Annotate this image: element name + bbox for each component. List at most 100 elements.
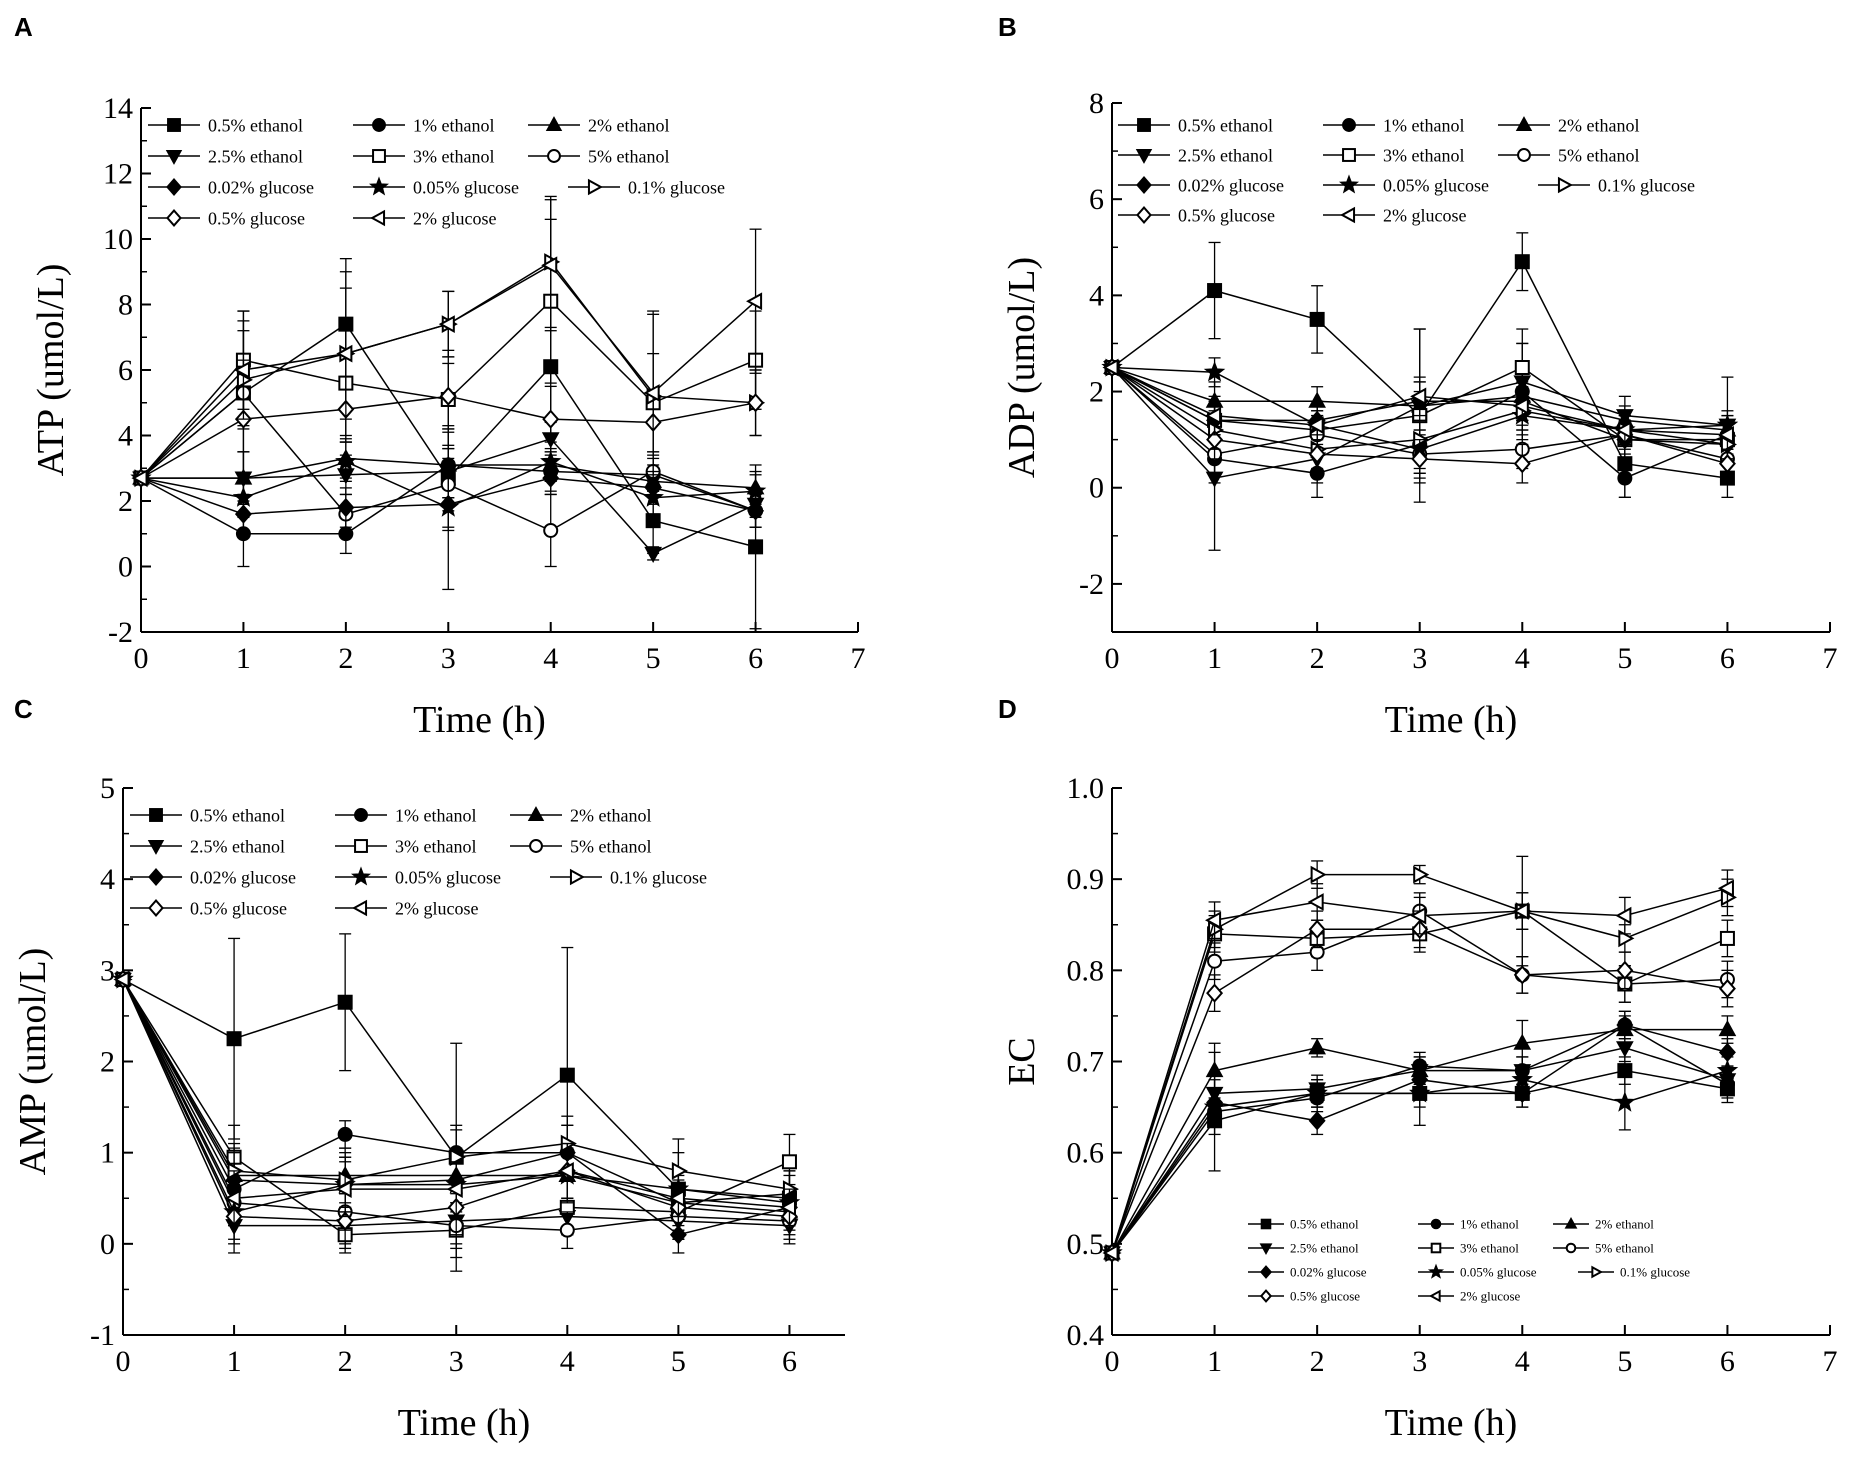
data-point — [1615, 906, 1632, 925]
legend-item: 3% ethanol — [1418, 1241, 1519, 1256]
legend-item: 1% ethanol — [1323, 115, 1464, 135]
x-tick-label: 4 — [1515, 642, 1530, 675]
data-point — [1616, 1041, 1634, 1058]
legend-marker — [1136, 176, 1152, 194]
y-tick-label: -1 — [90, 1319, 115, 1352]
x-tick-label: 5 — [1617, 642, 1632, 675]
legend-label: 0.02% glucose — [190, 867, 296, 887]
x-tick-label: 4 — [1515, 1345, 1530, 1378]
legend-marker — [527, 806, 545, 822]
data-point — [1309, 311, 1325, 327]
legend-marker — [1427, 1263, 1445, 1279]
x-tick-label: 1 — [1207, 642, 1222, 675]
legend-item: 0.5% glucose — [1118, 205, 1275, 225]
data-point — [439, 386, 457, 406]
y-axis-title: ATP (umol/L) — [30, 264, 72, 477]
legend-marker — [149, 808, 163, 822]
legend-marker — [1340, 206, 1356, 224]
y-tick-label: 4 — [100, 863, 115, 896]
data-point — [336, 344, 353, 363]
y-tick-label: 8 — [1089, 87, 1104, 120]
panel-label-c: C — [14, 694, 33, 724]
legend-marker — [547, 149, 561, 163]
legend-marker — [167, 118, 181, 132]
legend-marker — [352, 899, 368, 917]
legend-item: 0.5% ethanol — [1118, 115, 1273, 135]
x-tick-label: 0 — [116, 1345, 131, 1378]
data-point — [1513, 454, 1531, 474]
legend-label: 0.05% glucose — [1383, 175, 1489, 195]
data-point — [236, 370, 253, 389]
y-tick-label: 0.9 — [1067, 863, 1105, 896]
data-point — [779, 1198, 796, 1217]
data-point — [559, 1067, 575, 1083]
data-point — [559, 1222, 575, 1238]
legend-marker — [372, 118, 386, 132]
legend-label: 2.5% ethanol — [1290, 1241, 1359, 1256]
panel-label-d: D — [998, 694, 1017, 724]
legend-marker — [148, 868, 164, 886]
data-point — [437, 496, 459, 517]
data-point — [541, 256, 558, 275]
legend-label: 5% ethanol — [1558, 145, 1639, 165]
legend-marker — [529, 839, 543, 853]
data-point — [1307, 416, 1324, 435]
legend-item: 0.1% glucose — [1578, 1265, 1690, 1280]
legend: 0.5% ethanol 1% ethanol 2% ethanol 2.5% eth… — [130, 805, 707, 918]
x-tick-label: 6 — [1720, 1345, 1735, 1378]
x-tick-label: 2 — [1310, 642, 1325, 675]
x-tick-label: 7 — [1823, 1345, 1838, 1378]
data-point — [1102, 358, 1119, 377]
data-point — [1410, 387, 1427, 406]
legend-item: 0.1% glucose — [1538, 175, 1695, 195]
y-axis-title: EC — [1001, 1037, 1043, 1086]
legend-label: 2% ethanol — [570, 805, 651, 825]
legend-label: 3% ethanol — [1383, 145, 1464, 165]
x-tick-label: 4 — [560, 1345, 575, 1378]
data-point — [744, 479, 767, 501]
legend-label: 0.1% glucose — [610, 867, 707, 887]
legend-item: 0.5% glucose — [130, 898, 287, 918]
data-point — [224, 1189, 241, 1208]
x-tick-label: 6 — [748, 642, 763, 675]
legend-item: 0.5% glucose — [1248, 1289, 1360, 1304]
legend-marker — [1430, 1218, 1442, 1230]
legend-item: 0.05% glucose — [1418, 1263, 1537, 1280]
data-point — [540, 450, 562, 471]
data-point — [1306, 1082, 1328, 1103]
data-point — [1716, 1059, 1739, 1080]
data-point — [1511, 1068, 1533, 1089]
legend-marker — [569, 868, 585, 886]
legend-item: 0.02% glucose — [1118, 175, 1284, 195]
legend-label: 0.02% glucose — [208, 177, 314, 197]
data-point — [748, 539, 764, 555]
legend-label: 5% ethanol — [570, 836, 651, 856]
y-tick-label: 4 — [118, 420, 133, 453]
legend-marker — [1342, 118, 1356, 132]
data-point — [113, 970, 130, 989]
data-point — [1514, 360, 1530, 375]
x-tick-label: 3 — [441, 642, 456, 675]
legend-marker — [1260, 1218, 1272, 1230]
data-point — [671, 1162, 688, 1180]
data-point — [438, 315, 455, 333]
legend-item: 1% ethanol — [335, 805, 476, 825]
data-point — [1411, 449, 1429, 469]
legend-label: 0.5% glucose — [1290, 1289, 1360, 1304]
x-tick-label: 1 — [1207, 1345, 1222, 1378]
legend-marker — [1517, 148, 1531, 162]
legend-label: 0.1% glucose — [1598, 175, 1695, 195]
x-tick-label: 3 — [1412, 1345, 1427, 1378]
data-point — [542, 409, 560, 429]
data-point — [446, 1180, 463, 1198]
legend-label: 0.5% ethanol — [1178, 115, 1273, 135]
data-point — [131, 469, 148, 487]
legend-label: 2% glucose — [1460, 1289, 1521, 1304]
data-point — [1308, 919, 1326, 939]
x-tick-label: 3 — [449, 1345, 464, 1378]
data-point — [1310, 865, 1327, 884]
legend-item: 3% ethanol — [353, 146, 494, 166]
legend-item: 0.5% ethanol — [130, 805, 285, 825]
legend-label: 3% ethanol — [413, 146, 494, 166]
data-point — [335, 450, 357, 471]
